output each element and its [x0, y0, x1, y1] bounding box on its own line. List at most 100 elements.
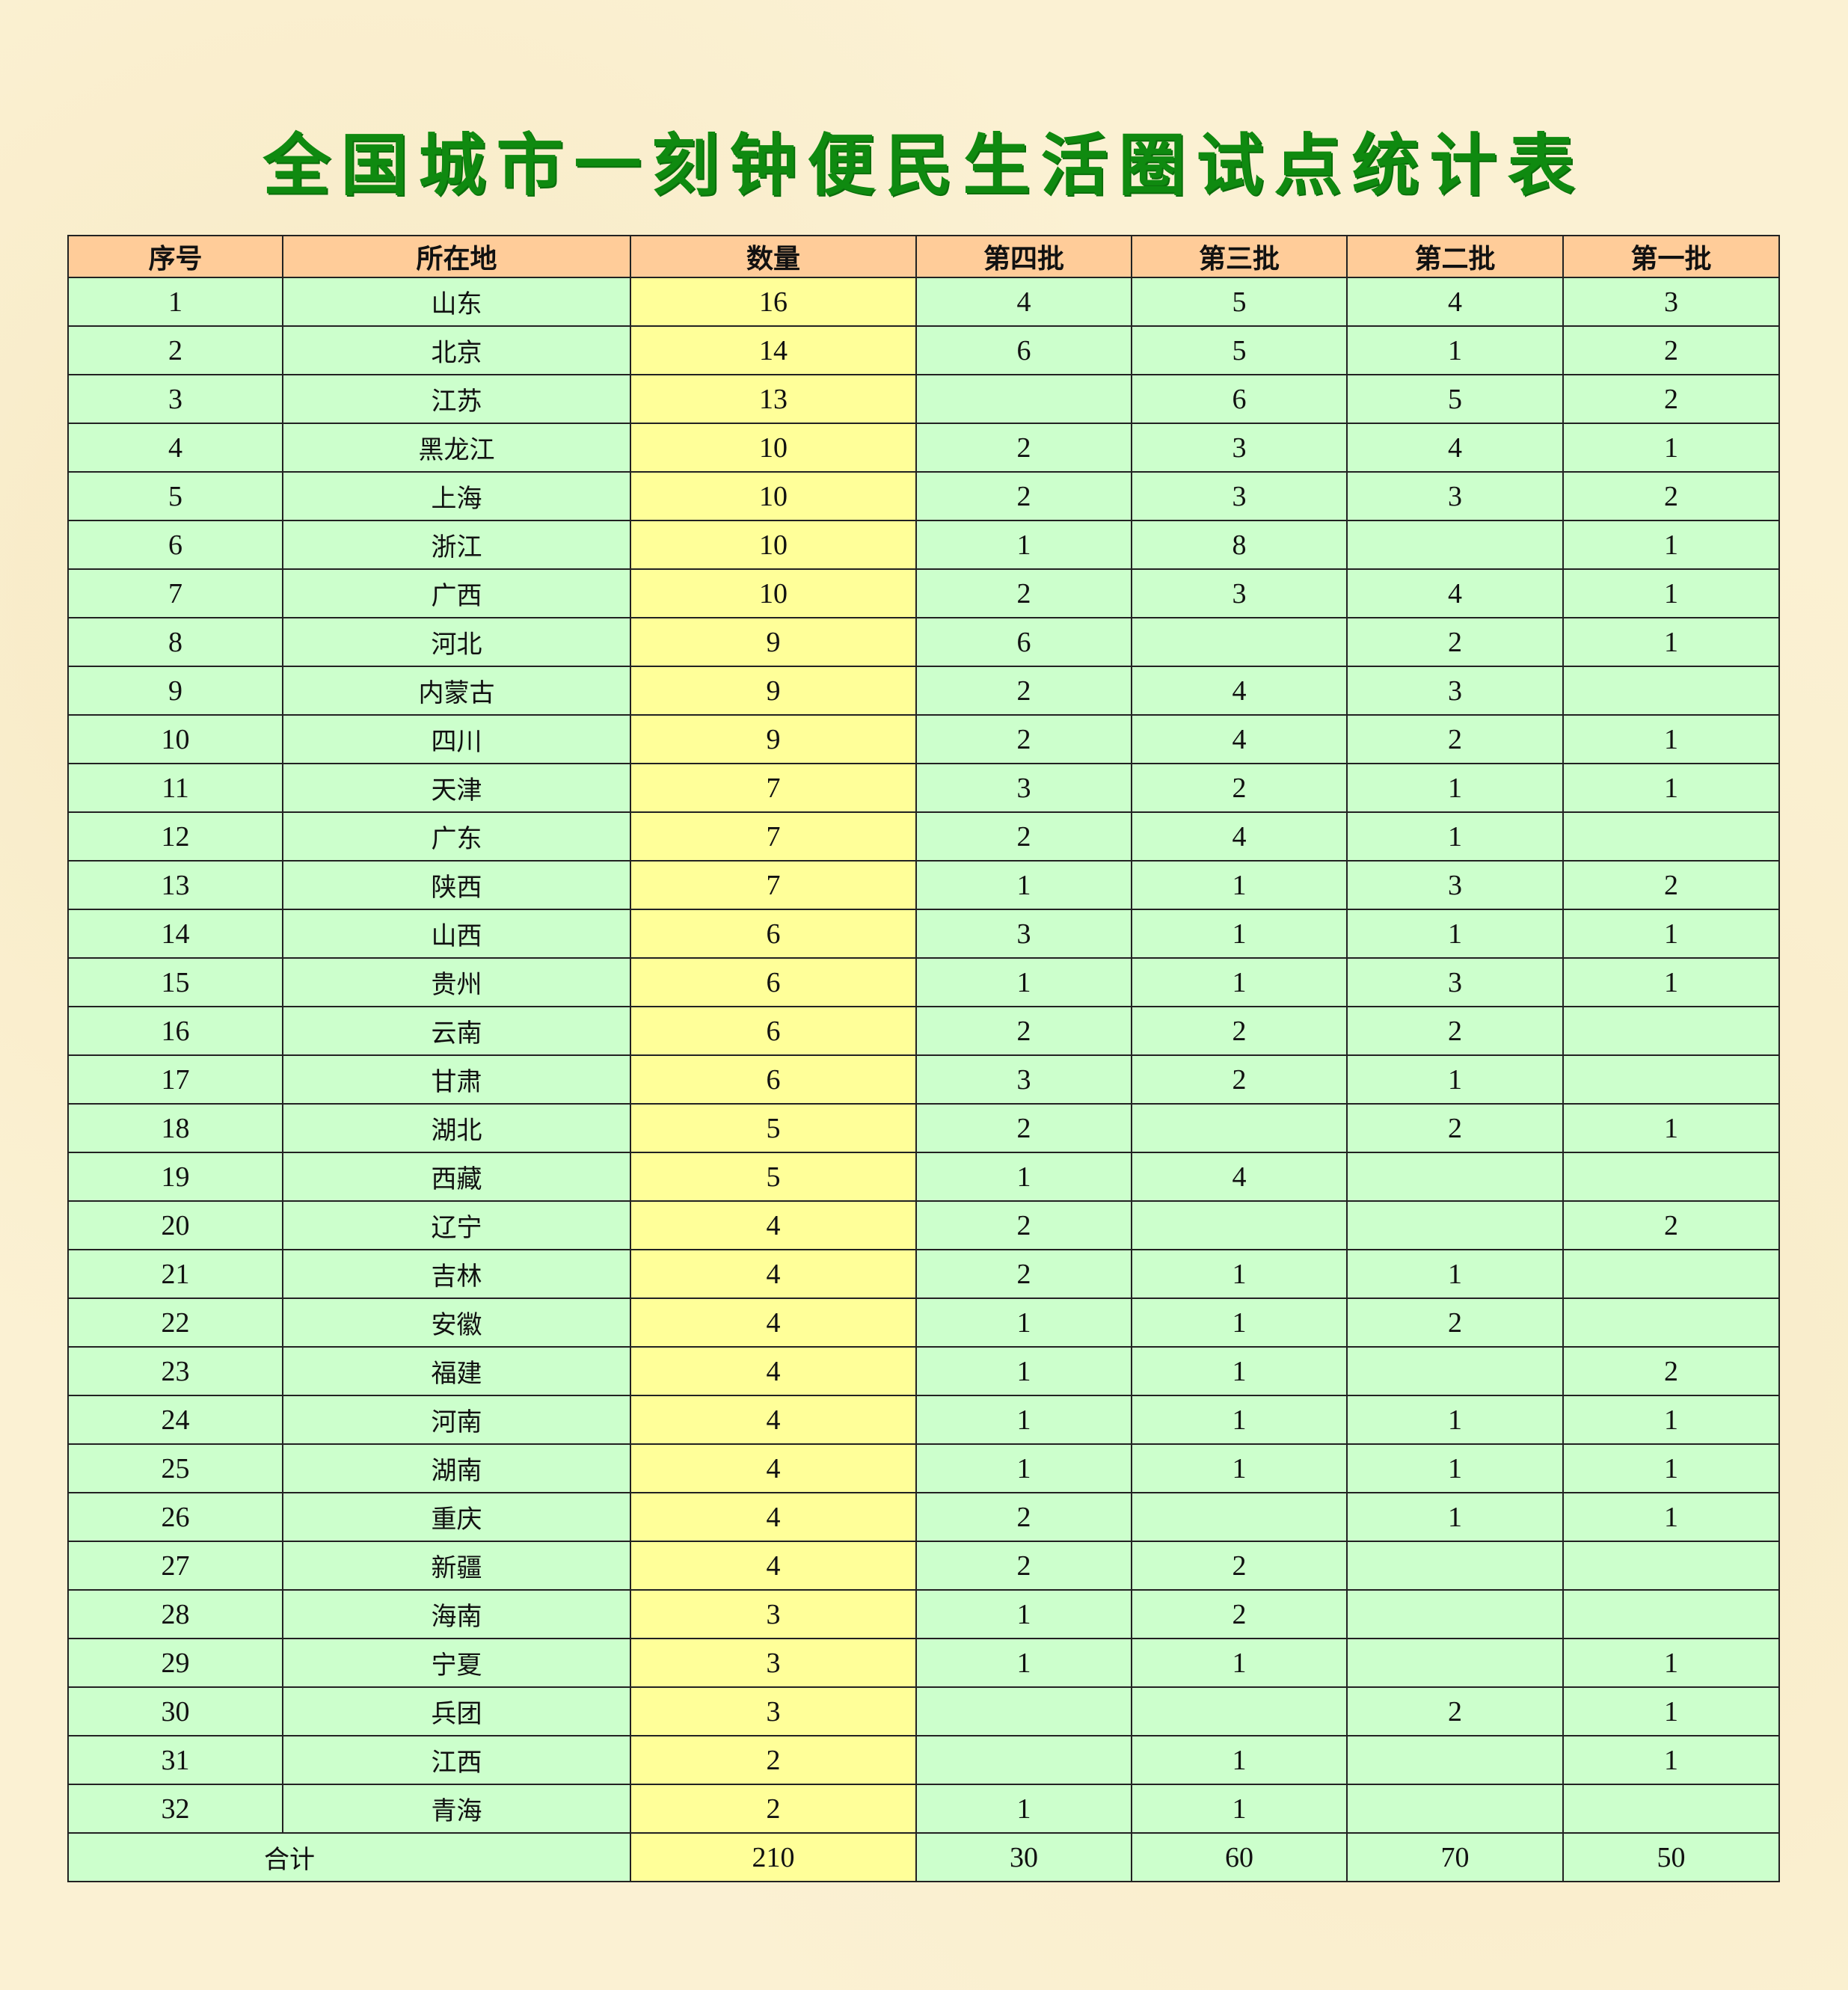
total-quantity: 210: [630, 1832, 917, 1882]
cell-quantity: 3: [630, 1686, 917, 1736]
table-row: 20 辽宁 4 2 2: [67, 1200, 1780, 1250]
cell-location: 福建: [282, 1346, 631, 1396]
cell-quantity: 5: [630, 1152, 917, 1202]
cell-batch-4: 1: [915, 860, 1132, 910]
cell-batch-2: [1346, 1200, 1564, 1250]
total-batch-1: 50: [1562, 1832, 1780, 1882]
cell-batch-2: 1: [1346, 325, 1564, 375]
cell-batch-4: 3: [915, 1054, 1132, 1105]
cell-batch-4: 2: [915, 1200, 1132, 1250]
cell-batch-4: 2: [915, 1492, 1132, 1542]
table-row: 27 新疆 4 2 2: [67, 1541, 1780, 1591]
cell-index: 8: [67, 617, 283, 667]
table-row: 30 兵团 3 2 1: [67, 1686, 1780, 1736]
cell-quantity: 4: [630, 1541, 917, 1591]
cell-quantity: 4: [630, 1443, 917, 1493]
cell-batch-2: 5: [1346, 374, 1564, 424]
cell-batch-2: [1346, 1735, 1564, 1785]
cell-quantity: 9: [630, 666, 917, 716]
cell-quantity: 6: [630, 1054, 917, 1105]
cell-index: 1: [67, 277, 283, 327]
table-row: 29 宁夏 3 1 1 1: [67, 1638, 1780, 1688]
cell-batch-4: 2: [915, 423, 1132, 473]
cell-index: 22: [67, 1298, 283, 1348]
header-batch-4: 第四批: [915, 235, 1132, 278]
table-row: 9 内蒙古 9 2 4 3: [67, 666, 1780, 716]
table-row: 7 广西 10 2 3 4 1: [67, 568, 1780, 618]
cell-batch-1: 1: [1562, 1492, 1780, 1542]
cell-batch-2: 2: [1346, 1298, 1564, 1348]
cell-quantity: 10: [630, 520, 917, 570]
cell-batch-2: 3: [1346, 471, 1564, 521]
table-row: 12 广东 7 2 4 1: [67, 811, 1780, 862]
cell-batch-1: [1562, 1541, 1780, 1591]
cell-batch-2: 1: [1346, 1054, 1564, 1105]
total-batch-4: 30: [915, 1832, 1132, 1882]
cell-index: 10: [67, 714, 283, 764]
cell-batch-1: 2: [1562, 1346, 1780, 1396]
cell-quantity: 10: [630, 568, 917, 618]
header-batch-1: 第一批: [1562, 235, 1780, 278]
cell-location: 广东: [282, 811, 631, 862]
cell-quantity: 7: [630, 860, 917, 910]
cell-quantity: 4: [630, 1346, 917, 1396]
cell-location: 吉林: [282, 1249, 631, 1299]
table-row: 3 江苏 13 6 5 2: [67, 374, 1780, 424]
cell-batch-1: [1562, 1784, 1780, 1834]
table-row: 14 山西 6 3 1 1 1: [67, 909, 1780, 959]
header-batch-3: 第三批: [1131, 235, 1348, 278]
cell-index: 15: [67, 957, 283, 1007]
cell-batch-4: 2: [915, 1541, 1132, 1591]
cell-batch-3: 2: [1131, 1589, 1348, 1639]
cell-location: 河北: [282, 617, 631, 667]
cell-batch-3: [1131, 1103, 1348, 1153]
cell-index: 23: [67, 1346, 283, 1396]
cell-location: 上海: [282, 471, 631, 521]
cell-quantity: 13: [630, 374, 917, 424]
cell-batch-2: 3: [1346, 860, 1564, 910]
cell-batch-3: 4: [1131, 714, 1348, 764]
cell-location: 北京: [282, 325, 631, 375]
cell-index: 28: [67, 1589, 283, 1639]
cell-quantity: 3: [630, 1638, 917, 1688]
cell-index: 13: [67, 860, 283, 910]
total-row: 合计 210 30 60 70 50: [67, 1832, 1780, 1882]
cell-quantity: 4: [630, 1249, 917, 1299]
cell-batch-1: 1: [1562, 909, 1780, 959]
cell-batch-4: 2: [915, 666, 1132, 716]
header-quantity: 数量: [630, 235, 917, 278]
cell-batch-1: 2: [1562, 860, 1780, 910]
cell-batch-4: 1: [915, 1346, 1132, 1396]
cell-quantity: 6: [630, 1006, 917, 1056]
cell-batch-4: 1: [915, 1443, 1132, 1493]
cell-batch-3: 2: [1131, 763, 1348, 813]
cell-location: 云南: [282, 1006, 631, 1056]
table-row: 32 青海 2 1 1: [67, 1784, 1780, 1834]
cell-quantity: 2: [630, 1784, 917, 1834]
cell-batch-3: 4: [1131, 1152, 1348, 1202]
cell-batch-1: 1: [1562, 1395, 1780, 1445]
cell-batch-4: 2: [915, 1103, 1132, 1153]
cell-batch-2: [1346, 1346, 1564, 1396]
cell-batch-1: 1: [1562, 617, 1780, 667]
cell-index: 21: [67, 1249, 283, 1299]
cell-batch-2: 1: [1346, 909, 1564, 959]
cell-quantity: 3: [630, 1589, 917, 1639]
cell-location: 河南: [282, 1395, 631, 1445]
cell-location: 黑龙江: [282, 423, 631, 473]
cell-index: 27: [67, 1541, 283, 1591]
cell-quantity: 4: [630, 1492, 917, 1542]
cell-quantity: 10: [630, 471, 917, 521]
table-row: 23 福建 4 1 1 2: [67, 1346, 1780, 1396]
cell-batch-2: 2: [1346, 1686, 1564, 1736]
cell-quantity: 5: [630, 1103, 917, 1153]
cell-index: 12: [67, 811, 283, 862]
cell-batch-1: [1562, 1054, 1780, 1105]
cell-batch-1: 2: [1562, 1200, 1780, 1250]
table-row: 13 陕西 7 1 1 3 2: [67, 860, 1780, 910]
cell-batch-2: 4: [1346, 277, 1564, 327]
cell-index: 20: [67, 1200, 283, 1250]
cell-quantity: 9: [630, 714, 917, 764]
cell-batch-4: 2: [915, 471, 1132, 521]
cell-index: 6: [67, 520, 283, 570]
